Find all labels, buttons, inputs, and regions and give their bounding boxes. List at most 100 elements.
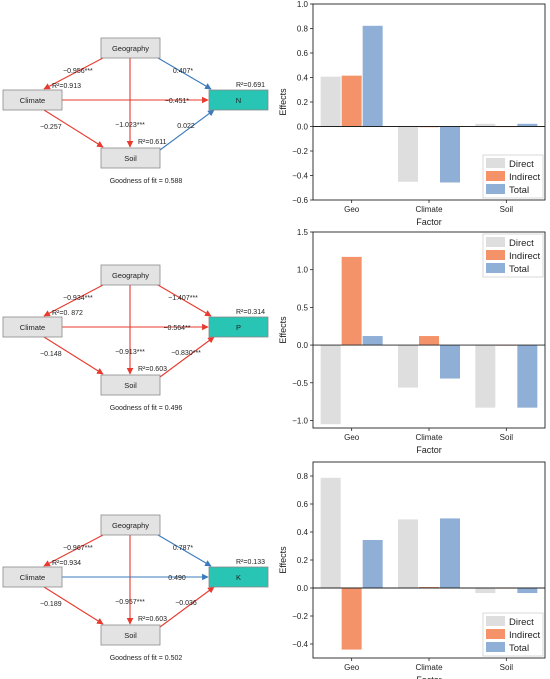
- node-climate: [2, 566, 63, 588]
- sem-panel-n: Geography Climate Soil N −0.956*** 0.407* R²=0…: [2, 37, 269, 185]
- legend-swatch-direct: [486, 237, 505, 247]
- path-soil-response: [159, 586, 215, 628]
- bar-indirect-geo: [341, 588, 362, 650]
- y-tick-label: 0.8: [297, 25, 309, 34]
- y-tick-label: −0.4: [292, 640, 308, 649]
- node-soil-label: Soil: [124, 381, 137, 390]
- sem-diagrams: Geography Climate Soil N −0.956*** 0.407* R²=0…: [2, 37, 269, 662]
- coef-geo-climate: −0.934***: [63, 295, 93, 302]
- coef-climate-response: −0.451*: [165, 98, 190, 105]
- y-tick-label: −0.5: [292, 379, 308, 388]
- path-geo-response: [157, 57, 212, 90]
- r2-response: R²=0.314: [236, 309, 265, 316]
- node-soil-label: Soil: [124, 631, 137, 640]
- effects-chart-2: −1.0 −0.5 0.0 0.5 1.0 1.5 Geo Climate Soil Factor…: [278, 228, 546, 455]
- node-climate-label: Climate: [20, 96, 45, 105]
- node-response-label: N: [236, 96, 241, 105]
- node-response-label: K: [236, 573, 241, 582]
- y-axis-label: Effects: [278, 316, 288, 344]
- y-tick-label: 0.8: [297, 472, 309, 481]
- path-climate-soil: [43, 109, 104, 148]
- y-tick-label: 1.0: [297, 266, 309, 275]
- bar-indirect-geo: [341, 256, 362, 346]
- r2-climate: R²=0.913: [52, 83, 81, 90]
- node-soil: [100, 624, 161, 646]
- legend-label-direct: Direct: [509, 238, 534, 249]
- bar-direct-soil: [475, 345, 496, 408]
- x-axis-label: Factor: [416, 675, 442, 679]
- bar-direct-geo: [320, 76, 341, 127]
- legend-label-indirect: Indirect: [509, 172, 541, 183]
- bar-direct-geo: [320, 477, 341, 588]
- coef-soil-response: −0.830***: [171, 350, 201, 357]
- legend-label-indirect: Indirect: [509, 630, 541, 641]
- bar-direct-climate: [398, 345, 418, 388]
- x-tick-label: Climate: [415, 433, 443, 442]
- x-axis-label: Factor: [416, 217, 442, 227]
- node-soil-label: Soil: [124, 154, 137, 163]
- node-climate: [2, 316, 63, 338]
- y-tick-label: 0.6: [297, 500, 309, 509]
- goodness-of-fit: Goodness of fit = 0.502: [110, 655, 183, 662]
- path-geo-response: [157, 284, 212, 317]
- y-tick-label: 0.2: [297, 556, 309, 565]
- legend-swatch-indirect: [486, 250, 505, 260]
- x-tick-label: Soil: [500, 205, 514, 214]
- r2-soil: R²=0.611: [138, 139, 167, 146]
- bar-total-geo: [362, 25, 383, 127]
- bar-direct-geo: [320, 345, 341, 425]
- legend-label-direct: Direct: [509, 159, 534, 170]
- coef-geo-response: 0.407*: [173, 68, 194, 75]
- node-soil: [100, 147, 161, 169]
- legend: Direct Indirect Total: [482, 154, 544, 199]
- goodness-of-fit: Goodness of fit = 0.588: [110, 178, 183, 185]
- legend-label-direct: Direct: [509, 617, 534, 628]
- node-response: [208, 89, 269, 111]
- sem-panel-p: Geography Climate Soil P −0.934*** −1.407*** R…: [2, 264, 269, 412]
- r2-response: R²=0.133: [236, 559, 265, 566]
- node-geography-label: Geography: [112, 521, 149, 530]
- bar-direct-soil: [475, 123, 496, 127]
- legend-swatch-total: [486, 642, 505, 652]
- node-response-label: P: [236, 323, 241, 332]
- legend-swatch-indirect: [486, 629, 505, 639]
- y-tick-label: 1.0: [297, 0, 309, 9]
- bar-indirect-climate: [419, 587, 439, 588]
- legend-label-total: Total: [509, 643, 529, 654]
- node-geography-label: Geography: [112, 271, 149, 280]
- coef-soil-response: 0.022: [177, 123, 195, 130]
- legend-swatch-direct: [486, 616, 505, 626]
- bar-total-soil: [517, 588, 538, 594]
- coef-geo-soil: −1.023***: [115, 122, 145, 129]
- effects-chart-3: −0.4 −0.2 0.0 0.2 0.4 0.6 0.8 Geo Climate Soil Fac…: [278, 461, 546, 679]
- legend-swatch-indirect: [486, 171, 505, 181]
- node-climate: [2, 89, 63, 111]
- coef-geo-soil: −0.913***: [115, 349, 145, 356]
- coef-geo-climate: −0.956***: [63, 68, 93, 75]
- legend-label-total: Total: [509, 264, 529, 275]
- node-geography: [100, 514, 161, 536]
- effect-charts: −0.6 −0.4 −0.2 0.0 0.2 0.4 0.6 0.8 1.0 Geo Climate…: [278, 0, 546, 679]
- y-tick-label: 0.6: [297, 49, 309, 58]
- path-climate-soil: [43, 336, 104, 375]
- legend-label-total: Total: [509, 185, 529, 196]
- y-tick-label: 0.4: [297, 74, 309, 83]
- y-tick-label: −0.6: [292, 196, 308, 205]
- y-axis-label: Effects: [278, 546, 288, 574]
- node-response: [208, 566, 269, 588]
- coef-geo-response: −1.407***: [168, 295, 198, 302]
- x-tick-label: Soil: [500, 663, 514, 672]
- path-geo-response: [157, 534, 212, 567]
- r2-climate: R²=0.934: [52, 560, 81, 567]
- bar-direct-climate: [398, 126, 418, 182]
- x-tick-label: Geo: [344, 663, 360, 672]
- x-tick-label: Climate: [415, 205, 443, 214]
- node-geography-label: Geography: [112, 44, 149, 53]
- node-response: [208, 316, 269, 338]
- legend: Direct Indirect Total: [482, 233, 544, 278]
- y-tick-label: 1.5: [297, 228, 309, 237]
- bar-total-geo: [362, 539, 383, 588]
- goodness-of-fit: Goodness of fit = 0.496: [110, 405, 183, 412]
- y-tick-label: −0.2: [292, 147, 308, 156]
